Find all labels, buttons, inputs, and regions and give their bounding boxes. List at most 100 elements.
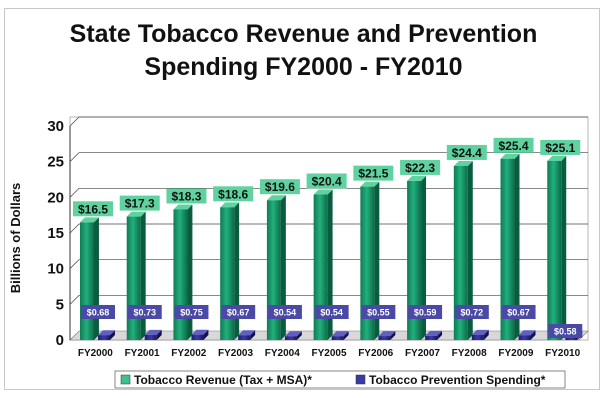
prevention-data-label-text: $0.67 bbox=[227, 308, 250, 318]
y-tick-label: 25 bbox=[47, 154, 64, 171]
prevention-data-label-text: $0.55 bbox=[367, 308, 390, 318]
prevention-bar bbox=[378, 331, 396, 340]
prevention-data-label: $0.72 bbox=[454, 305, 489, 319]
x-tick-label: FY2006 bbox=[358, 348, 393, 359]
data-labels: $16.5 $0.68 $17.3 $0.73 $18.3 $0.75 $18.6 $0.67… bbox=[73, 137, 583, 338]
revenue-data-label-text: $16.5 bbox=[78, 202, 108, 216]
y-tick-label: 20 bbox=[47, 189, 64, 206]
revenue-bar bbox=[547, 156, 567, 340]
y-tick-label: 15 bbox=[47, 225, 64, 242]
revenue-data-label: $18.3 bbox=[166, 188, 207, 204]
prevention-data-label: $0.68 bbox=[81, 305, 115, 319]
prevention-bar bbox=[331, 331, 349, 340]
revenue-bar bbox=[126, 211, 146, 340]
revenue-data-label: $18.6 bbox=[213, 186, 254, 202]
revenue-data-label: $16.5 bbox=[73, 201, 113, 217]
revenue-data-label: $19.6 bbox=[259, 179, 300, 195]
revenue-bar bbox=[500, 153, 520, 340]
prevention-bar bbox=[284, 331, 302, 340]
prevention-data-label-text: $0.54 bbox=[274, 308, 297, 318]
legend-swatch-prevention bbox=[355, 374, 366, 385]
prevention-data-label-text: $0.73 bbox=[133, 308, 156, 318]
legend-label: Tobacco Revenue (Tax + MSA)* bbox=[134, 373, 312, 387]
prevention-bar bbox=[144, 329, 162, 340]
revenue-data-label-text: $25.4 bbox=[499, 139, 529, 153]
prevention-bar bbox=[191, 329, 209, 340]
legend-box bbox=[114, 370, 566, 389]
x-tick-label: FY2003 bbox=[218, 348, 253, 359]
x-tick-label: FY2009 bbox=[498, 348, 533, 359]
x-tick-label: FY2007 bbox=[405, 348, 440, 359]
revenue-bar bbox=[80, 217, 99, 340]
revenue-data-label-text: $22.3 bbox=[405, 161, 435, 175]
legend-swatch-revenue bbox=[120, 374, 131, 385]
gridline-depth bbox=[69, 116, 80, 127]
x-axis-ticks: FY2000 FY2001 FY2002 FY2003 FY2004 FY2005 FY20… bbox=[78, 348, 581, 359]
revenue-bar bbox=[313, 189, 333, 340]
x-tick-label: FY2000 bbox=[78, 348, 113, 359]
gridline-depth bbox=[69, 223, 80, 234]
revenue-data-label: $20.4 bbox=[306, 173, 347, 189]
x-tick-label: FY2005 bbox=[311, 348, 346, 359]
prevention-data-label-text: $0.75 bbox=[180, 308, 203, 318]
revenue-data-label: $22.3 bbox=[400, 159, 441, 175]
prevention-data-label: $0.75 bbox=[174, 305, 209, 319]
revenue-data-label-text: $17.3 bbox=[125, 197, 155, 211]
x-tick-label: FY2002 bbox=[171, 348, 206, 359]
x-tick-label: FY2004 bbox=[265, 348, 300, 359]
legend: Tobacco Revenue (Tax + MSA)* Tobacco Prev… bbox=[114, 370, 566, 389]
revenue-data-label-text: $18.6 bbox=[218, 187, 248, 201]
x-tick-label: FY2001 bbox=[125, 348, 160, 359]
prevention-data-label: $0.58 bbox=[548, 324, 583, 338]
revenue-bar bbox=[173, 204, 193, 340]
revenue-data-label-text: $21.5 bbox=[358, 167, 388, 181]
chart-title: State Tobacco Revenue and Prevention Spe… bbox=[0, 18, 607, 84]
y-tick-label: 30 bbox=[47, 118, 64, 135]
revenue-data-label-text: $24.4 bbox=[452, 146, 482, 160]
prevention-data-label: $0.59 bbox=[408, 305, 443, 319]
revenue-data-label: $21.5 bbox=[353, 165, 394, 181]
x-tick-label: FY2010 bbox=[545, 348, 580, 359]
bars bbox=[80, 153, 583, 340]
revenue-bar bbox=[407, 175, 427, 340]
prevention-data-label: $0.54 bbox=[267, 305, 302, 319]
gridline-depth bbox=[69, 259, 80, 269]
prevention-data-label: $0.67 bbox=[501, 305, 536, 319]
revenue-data-label: $25.1 bbox=[540, 139, 581, 155]
prevention-data-label: $0.54 bbox=[314, 305, 349, 319]
legend-label: Tobacco Prevention Spending* bbox=[369, 373, 546, 387]
prevention-data-label-text: $0.72 bbox=[461, 308, 484, 318]
y-axis-ticks: 0 5 10 15 20 25 30 bbox=[47, 118, 64, 349]
revenue-data-label-text: $20.4 bbox=[312, 174, 342, 188]
prevention-data-label-text: $0.59 bbox=[414, 308, 437, 318]
prevention-data-label-text: $0.68 bbox=[87, 308, 110, 318]
revenue-data-label-text: $19.6 bbox=[265, 180, 295, 194]
chart-frame bbox=[4, 8, 600, 390]
revenue-data-label: $17.3 bbox=[119, 195, 160, 211]
y-tick-label: 10 bbox=[47, 261, 64, 278]
revenue-bar bbox=[453, 160, 473, 340]
x-tick-label: FY2008 bbox=[452, 348, 487, 359]
gridline-depth bbox=[69, 152, 80, 162]
prevention-data-label: $0.67 bbox=[221, 305, 256, 319]
revenue-data-label: $24.4 bbox=[446, 144, 487, 160]
prevention-bar bbox=[471, 329, 489, 340]
gridline-depth bbox=[69, 295, 80, 305]
prevention-data-label: $0.55 bbox=[361, 305, 396, 319]
revenue-bar bbox=[360, 181, 380, 340]
prevention-bar bbox=[518, 330, 536, 340]
prevention-data-label-text: $0.54 bbox=[320, 308, 343, 318]
prevention-data-label: $0.73 bbox=[127, 305, 162, 319]
prevention-bar bbox=[425, 330, 443, 340]
y-tick-label: 0 bbox=[56, 332, 64, 349]
chart-title-line-1: State Tobacco Revenue and Prevention bbox=[69, 20, 538, 48]
gridline-depth bbox=[69, 188, 80, 198]
prevention-bar bbox=[238, 330, 256, 340]
chart-title-line-2: Spending FY2000 - FY2010 bbox=[144, 53, 463, 81]
revenue-data-label-text: $25.1 bbox=[545, 141, 575, 155]
prevention-bar bbox=[98, 330, 115, 340]
prevention-data-label-text: $0.58 bbox=[554, 327, 577, 337]
revenue-data-label: $25.4 bbox=[493, 137, 534, 153]
y-tick-label: 5 bbox=[56, 296, 64, 313]
